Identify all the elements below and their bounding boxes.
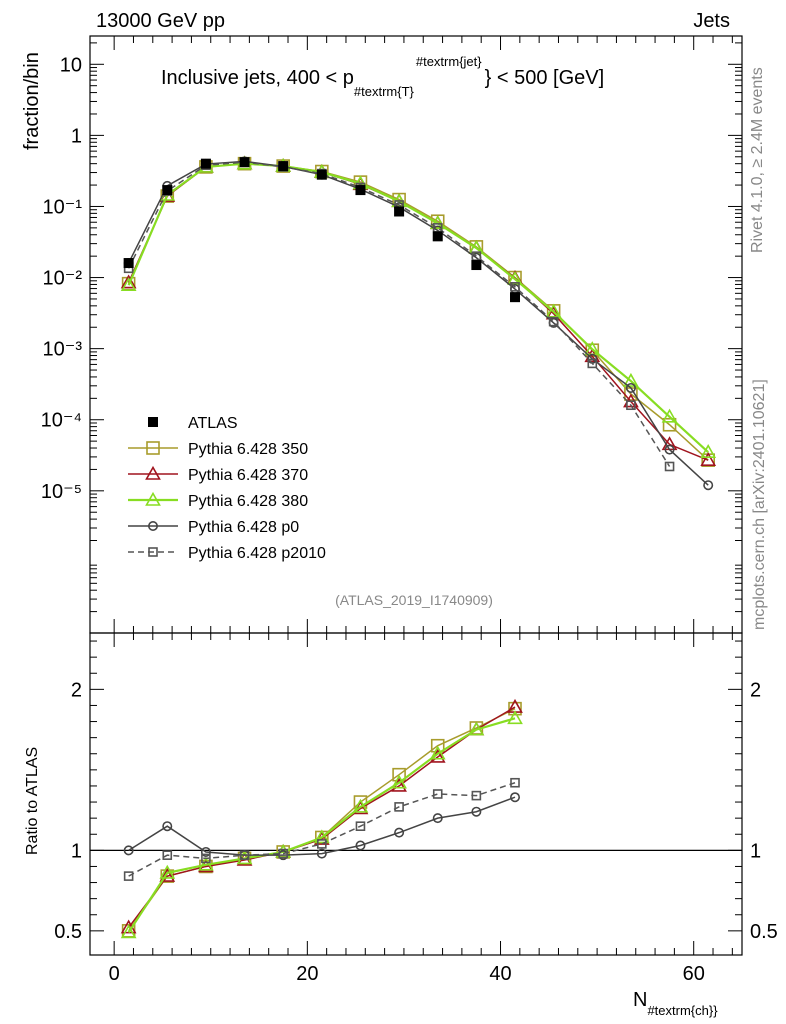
main-point-atlas: [162, 185, 172, 195]
legend-label-p380: Pythia 6.428 380: [188, 493, 308, 510]
main-point-atlas: [124, 258, 134, 268]
ratio-point-p2010: [511, 779, 519, 787]
x-tick-label: 60: [683, 963, 705, 985]
x-tick-label: 20: [296, 963, 318, 985]
main-y-tick-label: 10⁻³: [43, 339, 83, 361]
main-point-atlas: [510, 292, 520, 302]
main-series-p380: [122, 157, 715, 457]
main-y-tick-label: 10⁻²: [43, 268, 83, 290]
main-line-p380: [129, 164, 709, 452]
ratio-y-tick-label-right: 2: [750, 679, 761, 701]
main-y-tick-label: 10: [60, 54, 82, 76]
main-series-group: [122, 157, 715, 489]
main-plot-frame: [90, 36, 742, 633]
title-sup: #textrm{jet}: [416, 54, 482, 69]
main-y-tick-label: 10⁻¹: [43, 196, 83, 218]
legend-label-atlas: ATLAS: [188, 415, 238, 432]
ratio-y-tick-label: 1: [71, 840, 82, 862]
main-y-tick-label: 1: [71, 125, 82, 147]
plot-canvas: 13000 GeV pp Jets Rivet 4.1.0, ≥ 2.4M ev…: [0, 0, 786, 1024]
x-tick-label: 0: [109, 963, 120, 985]
legend: ATLAS Pythia 6.428 350 Pythia 6.428 370 Pyt…: [128, 415, 326, 562]
legend-marker-atlas: [148, 417, 158, 427]
main-axes: 10 1 10⁻¹ 10⁻² 10⁻³ 10⁻⁴ 10⁻⁵: [41, 36, 742, 633]
ratio-point-p380: [509, 712, 522, 724]
ratio-point-p2010: [434, 790, 442, 798]
ratio-line-p0: [129, 797, 515, 855]
ratio-y-axis-label: Ratio to ATLAS: [24, 747, 41, 855]
ratio-series-p380: [122, 712, 521, 938]
main-point-atlas: [240, 157, 250, 167]
main-series-p0: [124, 157, 712, 489]
title-post: } < 500 [GeV]: [485, 67, 605, 89]
main-point-atlas: [471, 260, 481, 270]
x-tick-label: 40: [489, 963, 511, 985]
legend-label-p350: Pythia 6.428 350: [188, 441, 308, 458]
legend-label-p2010: Pythia 6.428 p2010: [188, 545, 326, 562]
ratio-line-p370: [129, 707, 515, 928]
mcplots-text: mcplots.cern.ch [arXiv:2401.10621]: [751, 379, 768, 630]
main-point-atlas: [201, 159, 211, 169]
ratio-series-p0: [124, 793, 519, 859]
legend-label-p0: Pythia 6.428 p0: [188, 519, 299, 536]
x-axis-label: N#textrm{ch}}: [633, 989, 718, 1018]
ratio-y-tick-label: 2: [71, 679, 82, 701]
main-point-atlas: [355, 185, 365, 195]
main-point-atlas: [394, 206, 404, 216]
header-right: Jets: [693, 10, 730, 32]
rivet-version-text: Rivet 4.1.0, ≥ 2.4M events: [749, 67, 766, 253]
main-point-atlas: [433, 231, 443, 241]
main-title: Inclusive jets, 400 < p#textrm{T}#textrm…: [161, 54, 604, 99]
main-series-atlas: [124, 157, 520, 302]
main-y-axis-label: fraction/bin: [21, 52, 43, 150]
ratio-y-tick-label-right: 0.5: [750, 921, 778, 943]
header-left: 13000 GeV pp: [96, 10, 225, 32]
legend-label-p370: Pythia 6.428 370: [188, 467, 308, 484]
ratio-series-group: [122, 701, 521, 938]
main-y-tick-label: 10⁻⁵: [41, 481, 82, 503]
main-y-tick-label: 10⁻⁴: [41, 410, 82, 432]
ratio-y-tick-label-right: 1: [750, 840, 761, 862]
ratio-y-tick-label: 0.5: [54, 921, 82, 943]
ratio-axes: 2 2 1 1 0.5 0.5 0 20 40 60: [54, 633, 778, 985]
title-sub: #textrm{T}: [354, 84, 415, 99]
title-pre: Inclusive jets, 400 < p: [161, 67, 354, 89]
xlabel-main: N: [633, 989, 647, 1011]
analysis-id: (ATLAS_2019_I1740909): [335, 592, 493, 608]
ratio-line-p380: [129, 718, 515, 932]
ratio-plot-frame: [90, 633, 742, 955]
main-point-atlas: [278, 161, 288, 171]
xlabel-sub: #textrm{ch}}: [647, 1003, 718, 1018]
main-point-atlas: [317, 170, 327, 180]
